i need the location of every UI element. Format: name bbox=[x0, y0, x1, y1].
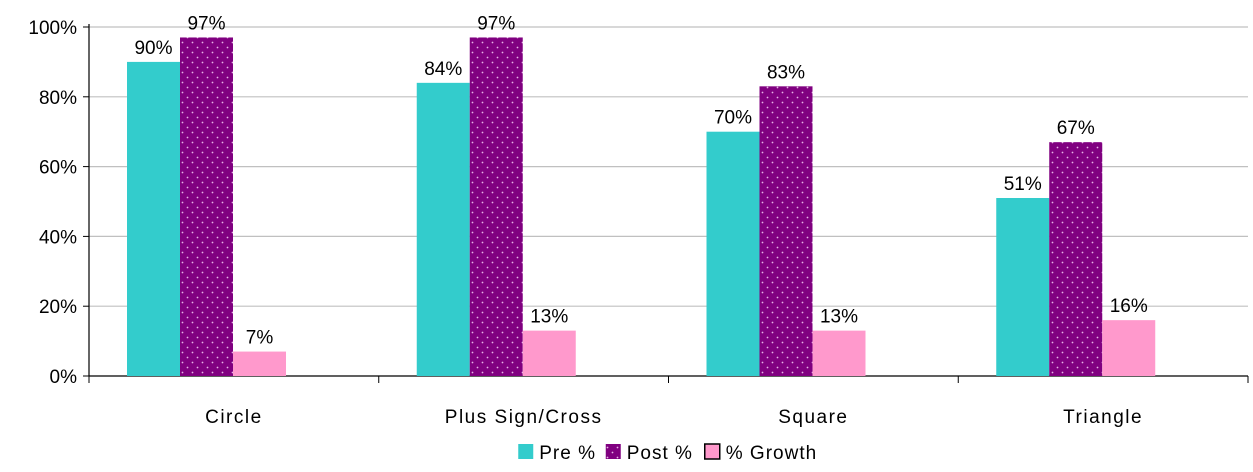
legend-label-post: Post % bbox=[627, 443, 693, 464]
y-tick-label: 60% bbox=[39, 158, 77, 179]
data-label-post-triangle: 67% bbox=[1057, 118, 1095, 139]
data-label-growth-square: 13% bbox=[820, 307, 858, 328]
bars bbox=[127, 37, 1156, 377]
x-tick-label-plus-sign-cross: Plus Sign/Cross bbox=[445, 407, 603, 428]
data-label-growth-plus-sign-cross: 13% bbox=[530, 307, 568, 328]
legend-swatch-pre bbox=[518, 444, 534, 459]
bar-pre-square bbox=[706, 131, 760, 376]
data-label-growth-circle: 7% bbox=[246, 328, 274, 349]
y-tick-label: 80% bbox=[39, 88, 77, 109]
legend-swatch-post bbox=[605, 444, 621, 459]
bar-pre-triangle bbox=[996, 198, 1050, 376]
legend-label-pre: Pre % bbox=[539, 443, 596, 464]
bar-post-square bbox=[759, 86, 813, 376]
x-tick-label-circle: Circle bbox=[205, 407, 263, 428]
bar-growth-plus-sign-cross bbox=[522, 330, 576, 376]
bar-post-circle bbox=[180, 37, 233, 376]
data-label-growth-triangle: 16% bbox=[1110, 296, 1148, 317]
y-tick-label: 0% bbox=[50, 367, 78, 388]
y-tick-label: 40% bbox=[39, 227, 77, 248]
y-tick-label: 20% bbox=[39, 297, 77, 318]
data-label-pre-plus-sign-cross: 84% bbox=[424, 59, 462, 80]
data-label-pre-circle: 90% bbox=[134, 38, 172, 59]
bar-pre-plus-sign-cross bbox=[416, 82, 470, 376]
bar-growth-square bbox=[812, 330, 866, 376]
data-label-pre-triangle: 51% bbox=[1004, 174, 1042, 195]
bar-post-plus-sign-cross bbox=[469, 37, 523, 376]
bar-pre-circle bbox=[127, 61, 180, 377]
legend-swatch-growth bbox=[704, 443, 721, 460]
data-label-post-circle: 97% bbox=[187, 13, 225, 34]
data-label-pre-square: 70% bbox=[714, 108, 752, 129]
legend: Pre % Post % % Growth bbox=[518, 443, 817, 464]
bar-post-triangle bbox=[1049, 142, 1103, 376]
data-labels: 90% 84% 70% 51% 97% 97% 83% 67% 7% 13% 13% 16% bbox=[134, 13, 1147, 348]
y-tick-label: 100% bbox=[28, 18, 77, 39]
data-label-post-square: 83% bbox=[767, 62, 805, 83]
bar-growth-triangle bbox=[1102, 320, 1156, 376]
x-tick-label-triangle: Triangle bbox=[1063, 407, 1143, 428]
legend-label-growth: % Growth bbox=[726, 443, 817, 464]
data-label-post-plus-sign-cross: 97% bbox=[477, 13, 515, 34]
bar-growth-circle bbox=[233, 351, 286, 376]
x-tick-label-square: Square bbox=[778, 407, 848, 428]
